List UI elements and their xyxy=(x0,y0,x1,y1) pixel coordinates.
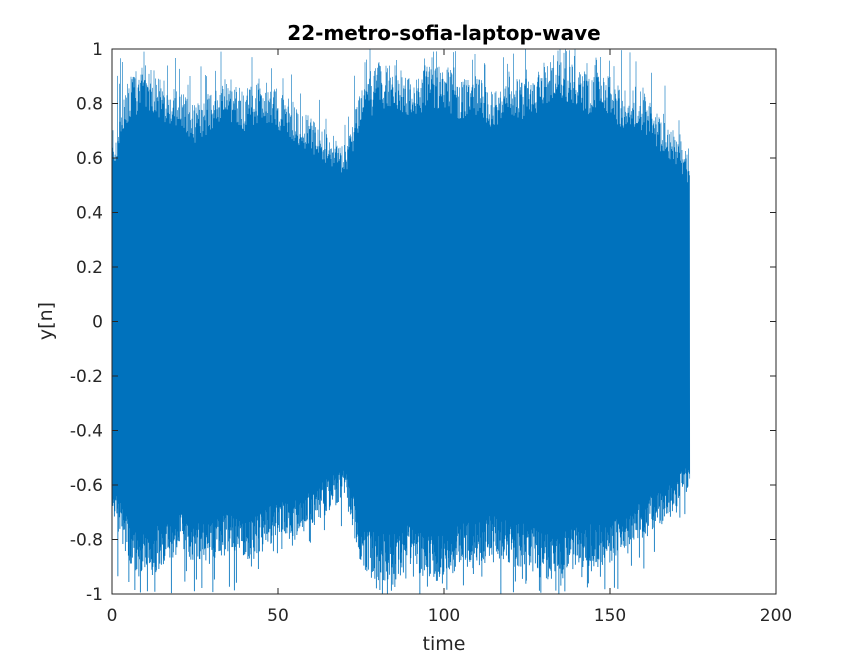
y-tick-label: 0 xyxy=(92,313,103,333)
y-tick-label: -0.4 xyxy=(70,422,103,442)
y-tick-label: -0.2 xyxy=(70,367,103,387)
y-tick-label: -1 xyxy=(86,585,103,605)
y-tick-label: -0.8 xyxy=(70,531,103,551)
x-tick-label: 50 xyxy=(267,606,289,626)
x-tick-label: 200 xyxy=(760,606,792,626)
y-tick-label: 0.4 xyxy=(76,204,103,224)
y-axis: -1 -0.8 -0.6 -0.4 -0.2 0 0.2 0.4 0.6 0.8 1 xyxy=(70,40,776,605)
chart-title: 22-metro-sofia-laptop-wave xyxy=(287,21,600,45)
x-tick-label: 150 xyxy=(594,606,626,626)
y-tick-label: 1 xyxy=(92,40,103,60)
y-tick-label: -0.6 xyxy=(70,476,103,496)
y-tick-label: 0.6 xyxy=(76,149,103,169)
waveform-series xyxy=(111,49,691,595)
x-tick-label: 0 xyxy=(107,606,118,626)
y-axis-label: y[n] xyxy=(35,302,57,340)
x-tick-label: 100 xyxy=(428,606,460,626)
x-axis: 0 50 100 150 200 xyxy=(107,49,792,626)
y-tick-label: 0.8 xyxy=(76,95,103,115)
waveform-line xyxy=(111,49,691,595)
x-axis-label: time xyxy=(423,633,466,655)
y-tick-label: 0.2 xyxy=(76,258,103,278)
